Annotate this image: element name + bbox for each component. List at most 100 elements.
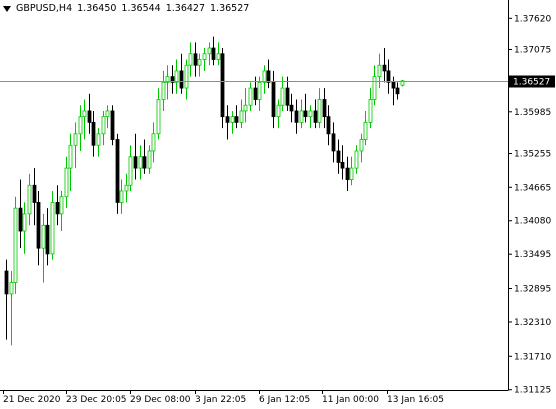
candle[interactable] [317,88,322,129]
candle[interactable] [13,196,18,294]
candle[interactable] [377,53,382,89]
candle[interactable] [45,208,50,266]
candle[interactable] [266,59,271,89]
candle[interactable] [289,93,294,123]
candle[interactable] [170,65,175,94]
candle[interactable] [161,70,166,111]
candle[interactable] [147,145,152,174]
candle[interactable] [340,145,345,180]
candle[interactable] [368,88,373,129]
current-price-label: 1.36527 [509,75,555,88]
candle[interactable] [216,42,221,66]
candle[interactable] [257,76,262,111]
candle[interactable] [165,65,170,100]
candle[interactable] [395,82,400,100]
current-price-label-text: 1.36527 [513,78,550,88]
candle[interactable] [239,99,244,129]
candle[interactable] [336,139,341,174]
candle[interactable] [78,105,83,151]
candle[interactable] [308,105,313,129]
candle[interactable] [55,185,60,226]
candle[interactable] [9,271,14,346]
candle[interactable] [248,82,253,111]
candle[interactable] [303,93,308,123]
candle-body [59,196,64,215]
candle[interactable] [184,59,189,100]
candle[interactable] [207,42,212,66]
candle[interactable] [96,128,101,157]
candle-body [170,76,175,83]
candle[interactable] [41,213,46,283]
candle[interactable] [91,110,96,157]
candle[interactable] [82,99,87,140]
candle[interactable] [230,110,235,134]
candle[interactable] [400,79,405,87]
candle[interactable] [294,99,299,134]
candle[interactable] [382,48,387,83]
candle[interactable] [225,105,230,140]
candle[interactable] [220,48,225,129]
candle[interactable] [119,179,124,214]
candle-body [68,144,73,169]
candle[interactable] [115,133,120,214]
candle[interactable] [27,173,32,226]
candle[interactable] [326,105,331,146]
candle-body [4,270,9,295]
price-axis[interactable]: 1.376201.370751.365301.359851.352551.346… [508,14,551,396]
candle[interactable] [276,99,281,129]
candle[interactable] [349,156,354,186]
candle[interactable] [64,156,69,209]
candle[interactable] [105,105,110,129]
candle[interactable] [73,122,78,169]
candle[interactable] [59,190,64,232]
candle[interactable] [128,145,133,191]
candle[interactable] [331,122,336,163]
candle-body [220,53,225,118]
candle-body [303,110,308,118]
candle[interactable] [386,59,391,94]
candle[interactable] [133,133,138,180]
candle[interactable] [262,65,267,94]
candle[interactable] [87,93,92,134]
candle[interactable] [50,190,55,260]
candle[interactable] [202,48,207,71]
plot-area[interactable] [0,0,508,390]
candle[interactable] [285,76,290,111]
candle[interactable] [372,65,377,106]
candle[interactable] [4,259,9,340]
candle[interactable] [211,36,216,66]
candle[interactable] [101,110,106,146]
time-axis[interactable]: 21 Dec 2020 23 Dec 20:05 29 Dec 08:00 3 Jan… [3,390,444,405]
candle[interactable] [243,88,248,123]
candle[interactable] [354,145,359,174]
candle[interactable] [32,168,37,226]
candle[interactable] [22,202,27,254]
chart-header: GBPUSD,H4 1.36450 1.36544 1.36427 1.3652… [3,3,249,14]
candle[interactable] [138,145,143,180]
candle[interactable] [313,99,318,129]
candle[interactable] [188,42,193,77]
candle[interactable] [151,122,156,163]
candle[interactable] [124,173,129,203]
candle[interactable] [179,53,184,94]
candle[interactable] [142,139,147,174]
candle[interactable] [322,88,327,129]
candle[interactable] [299,99,304,129]
candle[interactable] [156,88,161,140]
candle[interactable] [271,70,276,129]
candle[interactable] [193,42,198,77]
candle[interactable] [345,156,350,191]
candle[interactable] [174,59,179,94]
candle[interactable] [36,190,41,266]
candle[interactable] [197,53,202,77]
candle[interactable] [110,105,115,146]
triangle-down-icon[interactable] [3,6,11,12]
candle[interactable] [234,105,239,129]
candle[interactable] [68,133,73,191]
candle[interactable] [359,133,364,163]
candle[interactable] [363,110,368,146]
candle[interactable] [18,179,23,249]
candle[interactable] [280,76,285,111]
